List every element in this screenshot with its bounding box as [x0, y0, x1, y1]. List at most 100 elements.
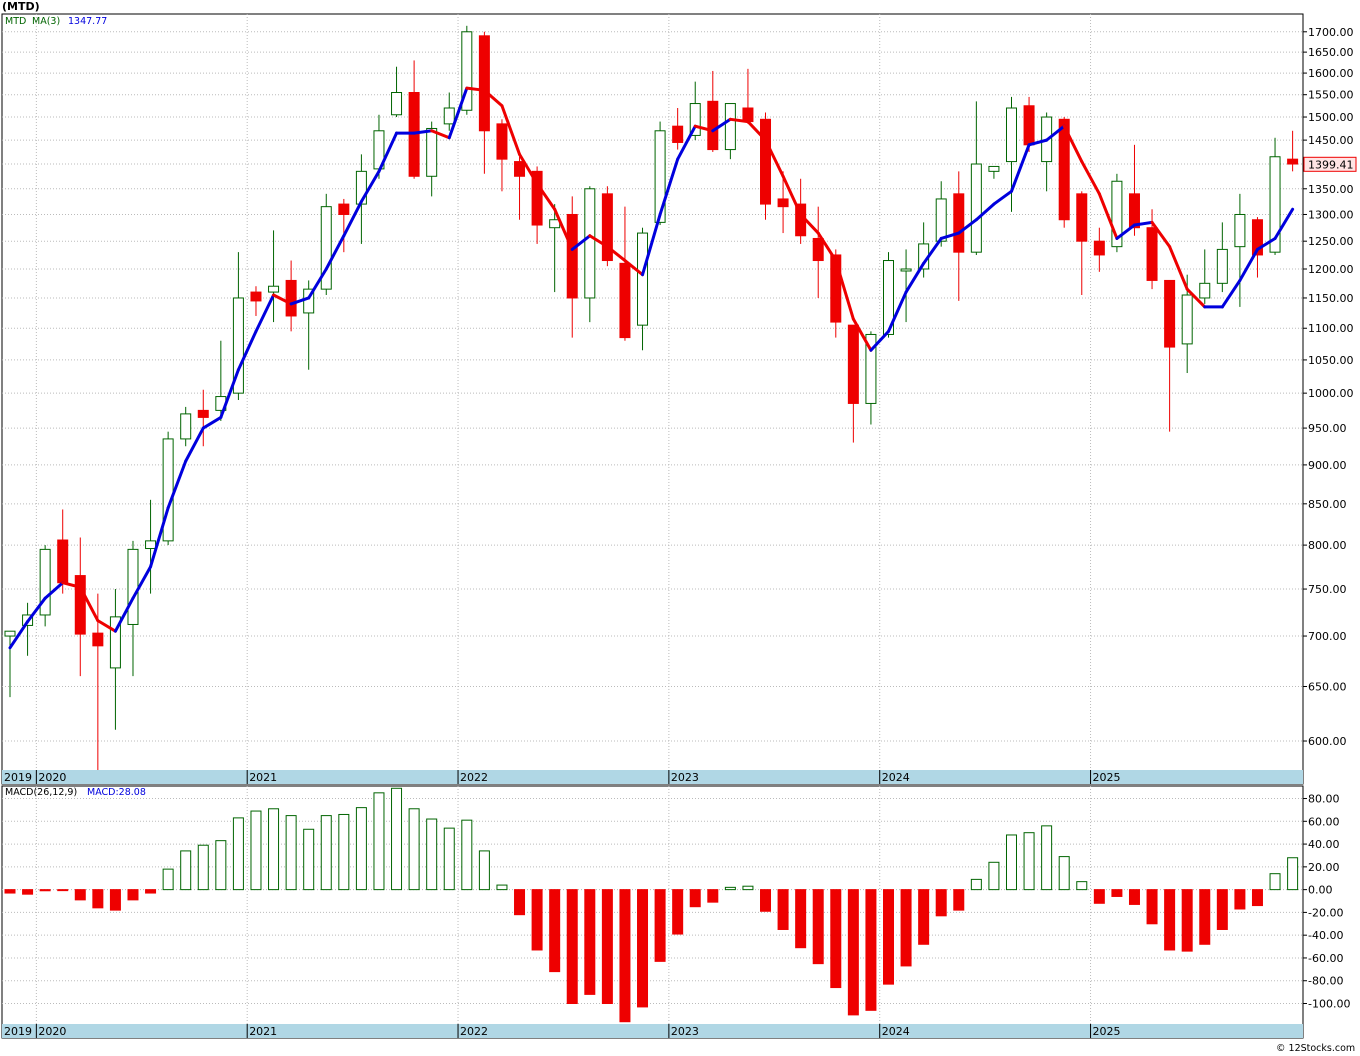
macd-bar	[1111, 889, 1123, 897]
ma3-segment	[447, 86, 469, 140]
macd-bar	[514, 889, 526, 916]
macd-y-tick-label: 20.00	[1308, 861, 1340, 874]
ma3-segment	[746, 120, 768, 142]
candle-body	[1164, 279, 1176, 348]
candle-body	[777, 198, 789, 208]
macd-bar	[92, 889, 104, 909]
price-x-year-label: 2022	[460, 771, 488, 784]
macd-bar	[268, 808, 280, 891]
macd-x-year-label: 2020	[38, 1025, 66, 1038]
macd-legend-indicator: MACD(26,12,9)	[5, 787, 77, 798]
ma3-segment	[1255, 236, 1277, 251]
price-y-tick-label: 1350.00	[1308, 183, 1354, 196]
candle-body	[250, 291, 262, 302]
macd-bar	[707, 889, 719, 903]
macd-bar	[4, 889, 16, 894]
macd-bar	[127, 889, 139, 901]
macd-bar	[935, 889, 947, 917]
macd-bar	[478, 850, 490, 891]
price-y-tick-label: 650.00	[1308, 681, 1347, 694]
ma3-segment	[272, 293, 293, 306]
macd-y-axis: 80.00 60.00 40.00 20.00 0.00 -20.00 -40.00 -60.…	[1303, 793, 1350, 1011]
macd-bar	[162, 868, 174, 891]
macd-bar	[672, 889, 684, 935]
ma3-segment	[1062, 124, 1084, 164]
candle-body	[232, 297, 244, 394]
last-price-marker: 1399.41	[1303, 156, 1357, 172]
macd-bar	[1269, 873, 1281, 891]
ma3-segment	[553, 207, 574, 251]
ma3-segment	[922, 236, 943, 265]
macd-bar	[812, 889, 824, 965]
price-x-axis-band	[2, 770, 1303, 784]
last-price-box	[1303, 156, 1357, 172]
candle-body	[1199, 282, 1211, 299]
price-y-tick-label: 750.00	[1308, 583, 1347, 596]
ma3-segment	[518, 152, 539, 186]
macd-bar	[566, 889, 578, 1005]
candle-body	[1146, 227, 1158, 281]
candle-body	[1093, 240, 1105, 256]
macd-x-year-label: 2022	[460, 1025, 488, 1038]
price-y-tick-label: 1150.00	[1308, 292, 1354, 305]
macd-bar	[619, 889, 631, 1023]
price-legend-symbol: MTD	[5, 16, 26, 27]
ma3-segment	[641, 212, 662, 277]
macd-y-tick-label: 60.00	[1308, 815, 1340, 828]
macd-bar	[145, 889, 157, 894]
candle-body	[584, 188, 596, 299]
ma3-segment	[939, 231, 961, 240]
macd-bar	[847, 889, 859, 1016]
ma3-segment	[1009, 143, 1031, 193]
ma3-segment	[1115, 223, 1136, 240]
candle-body	[531, 170, 543, 226]
macd-bar	[1181, 889, 1193, 952]
candle-body	[760, 118, 772, 205]
macd-x-year-label: 2021	[249, 1025, 277, 1038]
ma3-segment	[289, 296, 311, 306]
candle-body	[443, 107, 455, 125]
macd-bar	[303, 828, 315, 891]
candle-body	[268, 285, 280, 293]
macd-bar	[988, 861, 1000, 891]
macd-bar	[426, 818, 438, 891]
candle-body	[654, 130, 666, 223]
ma3-segment	[254, 293, 276, 333]
ma3-segment	[1080, 160, 1101, 196]
macd-bar	[57, 889, 69, 892]
ma3-segment	[799, 212, 820, 235]
ma3-segment	[430, 129, 451, 140]
ma3-segment	[816, 231, 838, 263]
ma3-segment	[1273, 207, 1295, 240]
candle-body	[988, 165, 1000, 172]
ma3-segment	[1185, 287, 1207, 309]
ma3-segment	[904, 261, 926, 294]
macd-bar	[830, 889, 842, 989]
candle-body	[1216, 248, 1228, 284]
ma3-segment	[412, 129, 434, 135]
price-x-year-label: 2023	[671, 771, 699, 784]
price-legend-indicator-value: 1347.77	[68, 16, 107, 27]
candle-body	[724, 103, 736, 151]
candle-body	[39, 548, 51, 616]
macd-y-tick-label: 0.00	[1308, 884, 1333, 897]
price-x-year-label: 2021	[249, 771, 277, 784]
price-legend-indicator: MA(3)	[32, 16, 60, 27]
candle-body	[285, 279, 297, 317]
price-y-tick-label: 1500.00	[1308, 111, 1354, 124]
macd-bar	[777, 889, 789, 930]
candles	[4, 25, 1299, 770]
ma3-segment	[676, 124, 697, 161]
ma3-segment	[166, 459, 188, 510]
macd-bar	[443, 827, 455, 891]
ma3-segment	[43, 581, 65, 600]
price-y-tick-label: 1100.00	[1308, 322, 1354, 335]
price-y-tick-label: 1000.00	[1308, 387, 1354, 400]
ma3-segment	[219, 368, 240, 419]
price-y-tick-label: 1650.00	[1308, 46, 1354, 59]
ma3-segment	[535, 182, 557, 211]
ma3-segment	[834, 259, 855, 321]
ma3-segment	[465, 86, 486, 92]
macd-bar	[742, 885, 754, 891]
